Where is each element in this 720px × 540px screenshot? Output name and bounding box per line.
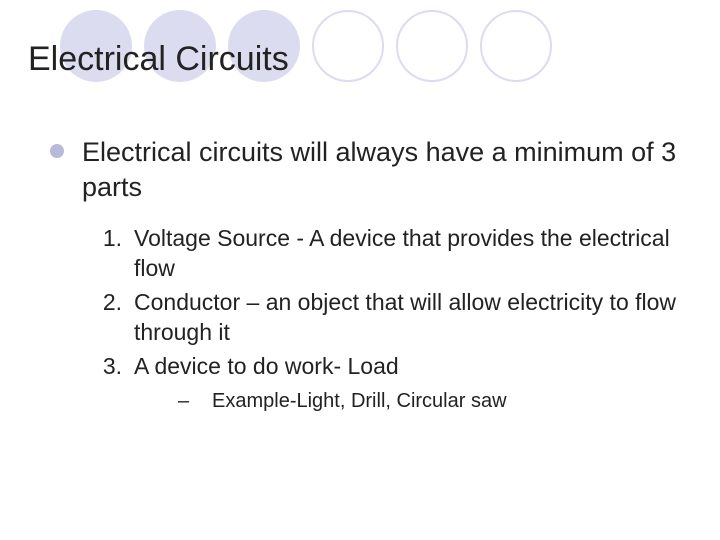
list-item: 3. A device to do work- Load [90,352,680,382]
numbered-list: 1. Voltage Source - A device that provid… [90,224,680,412]
slide-content: Electrical circuits will always have a m… [50,135,680,413]
list-item: 1. Voltage Source - A device that provid… [90,224,680,284]
item-text: A device to do work- Load [134,352,399,382]
dash-icon: – [178,390,198,413]
sub-item: – Example-Light, Drill, Circular saw [178,390,680,413]
circle-decoration [480,10,552,82]
list-item: 2. Conductor – an object that will allow… [90,288,680,348]
item-number: 1. [90,224,122,284]
slide-title: Electrical Circuits [28,40,289,79]
item-number: 2. [90,288,122,348]
item-number: 3. [90,352,122,382]
item-text: Voltage Source - A device that provides … [134,224,680,284]
item-text: Conductor – an object that will allow el… [134,288,680,348]
main-bullet: Electrical circuits will always have a m… [50,135,680,204]
sub-item-text: Example-Light, Drill, Circular saw [212,390,507,413]
main-bullet-text: Electrical circuits will always have a m… [82,135,680,204]
circle-decoration [312,10,384,82]
circle-decoration [396,10,468,82]
bullet-icon [50,144,64,158]
